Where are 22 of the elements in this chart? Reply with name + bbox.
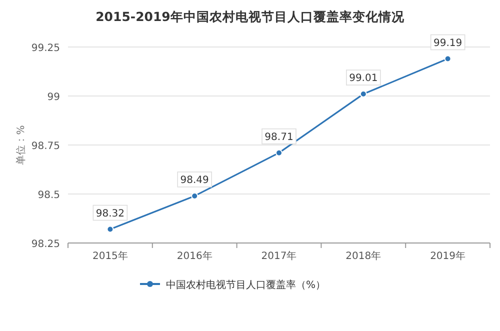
chart-title: 2015-2019年中国农村电视节目人口覆盖率变化情况 — [96, 9, 406, 24]
y-tick-label: 99 — [47, 92, 60, 103]
data-label: 98.71 — [264, 132, 294, 143]
point — [444, 55, 452, 62]
x-tick-label: 2019年 — [430, 250, 466, 262]
x-tick-label: 2018年 — [346, 250, 382, 262]
x-tick-label: 2015年 — [92, 250, 128, 262]
data-label: 98.49 — [180, 174, 209, 186]
data-label: 99.19 — [433, 38, 462, 49]
point — [106, 226, 114, 233]
legend-label: 中国农村电视节目人口覆盖率（%） — [166, 279, 326, 291]
x-tick-label: 2016年 — [176, 250, 212, 262]
point — [360, 90, 367, 98]
y-tick-label: 98.75 — [31, 141, 60, 152]
x-tick-label: 2017年 — [261, 250, 297, 262]
data-label: 99.01 — [349, 73, 378, 84]
y-tick-label: 98.5 — [38, 190, 60, 201]
point — [276, 149, 282, 156]
data-label: 98.32 — [96, 208, 125, 220]
y-tick-label: 99.25 — [31, 43, 60, 54]
y-axis-title: 单位：% — [15, 125, 27, 165]
y-tick-label: 98.25 — [31, 239, 60, 250]
